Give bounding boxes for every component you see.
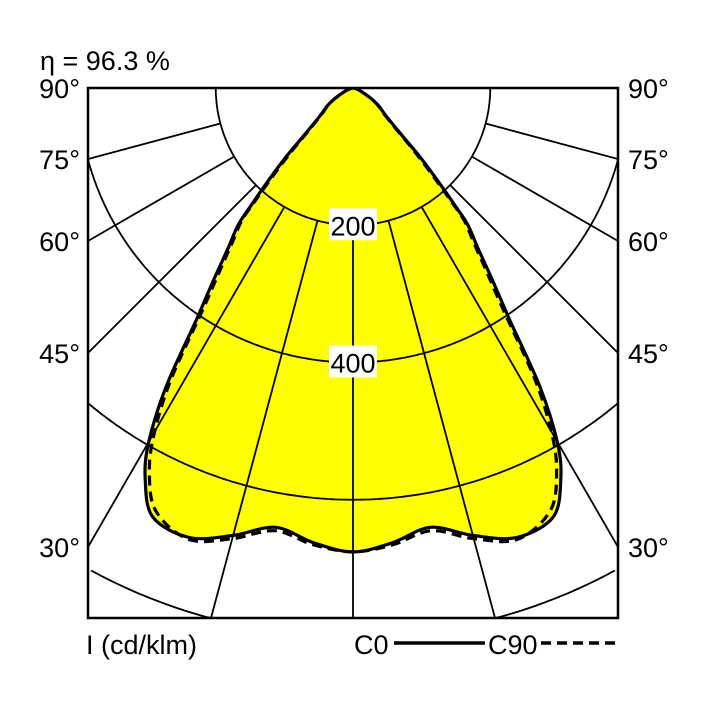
grid-radial-line-60 [471,155,618,242]
grid-radial-line-neg75 [88,122,221,160]
unit-label: I (cd/klm) [86,630,197,660]
angle-label-left-30: 30° [39,533,80,563]
grid-radial-line-15 [387,220,496,618]
legend-c90-label: C90 [488,630,538,660]
grid-radial-line-neg15 [210,220,319,618]
angle-label-right-45: 45° [628,339,669,369]
efficiency-label: η = 96.3 % [40,46,170,76]
radial-tick-label-400: 400 [330,349,375,379]
radial-label-bg-200 [329,208,377,241]
angle-label-left-45: 45° [39,339,80,369]
grid-radial-line-45 [449,184,618,354]
series-curve-c90 [147,88,559,554]
angle-label-right-90: 90° [628,74,669,104]
grid-radial-line-75 [485,122,618,160]
angle-label-left-90: 90° [39,74,80,104]
grid-radial-line-30 [420,206,618,548]
angle-label-right-30: 30° [628,533,669,563]
angle-label-right-75: 75° [628,145,669,175]
plot-frame [86,86,620,620]
radial-tick-label-200: 200 [330,211,375,241]
legend-c0-label: C0 [354,630,389,660]
angle-label-right-60: 60° [628,227,669,257]
grid-radial-line-neg30 [88,206,286,548]
angle-label-left-60: 60° [39,227,80,257]
grid-circle-800 [90,569,616,618]
grid-radial-line-neg60 [88,155,235,242]
grid-radial-line-neg45 [88,184,257,354]
radial-label-bg-400 [329,345,377,378]
angle-label-left-75: 75° [39,145,80,175]
